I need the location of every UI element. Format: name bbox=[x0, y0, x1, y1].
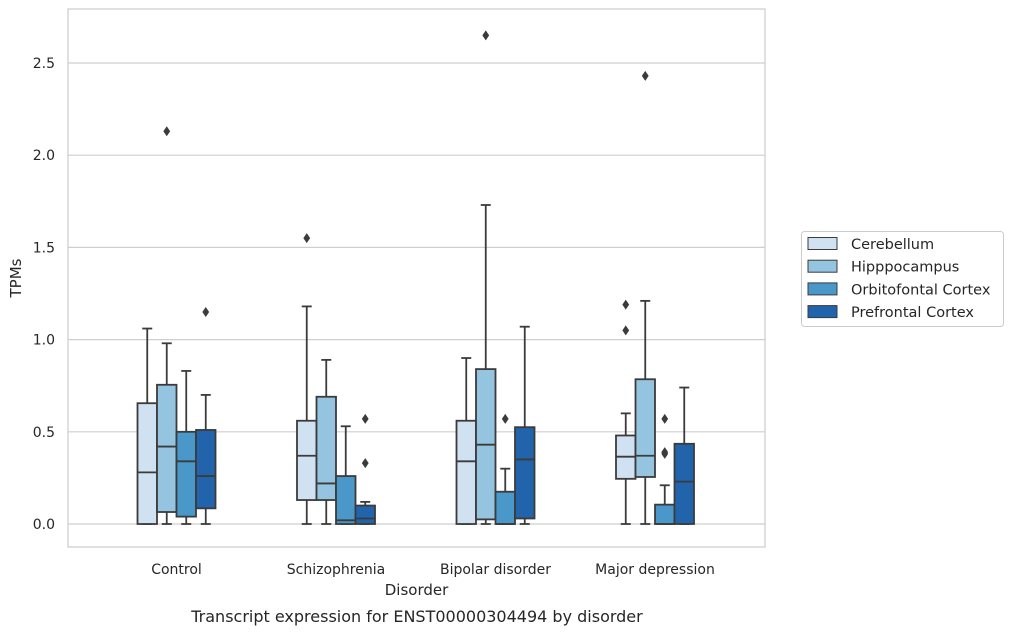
box bbox=[514, 426, 536, 520]
chart-caption: Transcript expression for ENST0000030449… bbox=[190, 607, 643, 626]
x-axis-label: Disorder bbox=[385, 581, 449, 599]
box-group bbox=[136, 327, 158, 525]
x-tick-label: Control bbox=[151, 562, 202, 578]
outlier-point bbox=[202, 306, 210, 317]
box bbox=[315, 395, 337, 501]
outlier-point bbox=[482, 30, 490, 41]
x-tick-label: Bipolar disorder bbox=[440, 562, 551, 578]
outlier-point bbox=[361, 413, 369, 424]
box-group bbox=[634, 70, 656, 525]
box bbox=[296, 419, 318, 501]
box bbox=[354, 504, 376, 525]
box-group bbox=[175, 370, 197, 525]
outlier-point bbox=[303, 233, 311, 244]
box-layer bbox=[136, 30, 695, 525]
legend-swatch bbox=[807, 305, 838, 319]
box-group bbox=[673, 386, 695, 525]
outlier-point bbox=[501, 413, 509, 424]
outlier-point bbox=[661, 413, 669, 424]
box-group bbox=[156, 126, 178, 525]
box-group bbox=[514, 325, 536, 525]
box bbox=[673, 442, 695, 525]
box bbox=[136, 402, 158, 525]
box bbox=[156, 383, 178, 513]
box-group bbox=[455, 357, 477, 525]
box bbox=[175, 430, 197, 518]
legend-swatch bbox=[807, 282, 838, 296]
box bbox=[335, 475, 357, 525]
legend-frame bbox=[801, 231, 1004, 327]
legend-label: Hipppocampus bbox=[851, 260, 959, 276]
plot-frame bbox=[67, 8, 766, 548]
box-group bbox=[494, 413, 516, 525]
box-group bbox=[475, 30, 497, 525]
tick-layer: 0.0 0.5 1.0 1.5 2.0 2.5 Control Schizophrenia Bi… bbox=[33, 56, 715, 578]
box bbox=[654, 503, 676, 525]
x-tick-label: Schizophrenia bbox=[287, 562, 385, 578]
y-tick-label: 0.0 bbox=[33, 517, 55, 533]
outlier-point bbox=[622, 299, 630, 310]
outlier-point bbox=[641, 70, 649, 81]
outlier-point bbox=[361, 458, 369, 469]
y-tick-label: 2.0 bbox=[33, 148, 55, 164]
box-group bbox=[654, 413, 676, 525]
y-tick-label: 2.5 bbox=[33, 56, 55, 72]
legend-label: Orbitofontal Cortex bbox=[851, 282, 991, 298]
y-tick-label: 1.5 bbox=[33, 240, 55, 256]
outlier-point bbox=[163, 126, 171, 137]
box-group bbox=[195, 306, 217, 525]
outlier-point bbox=[622, 325, 630, 336]
box-group bbox=[315, 358, 337, 525]
legend-label: Prefrontal Cortex bbox=[851, 305, 974, 321]
box bbox=[634, 378, 656, 478]
box-group bbox=[615, 299, 637, 525]
box-group bbox=[354, 413, 376, 525]
y-tick-label: 1.0 bbox=[33, 333, 55, 349]
y-tick-label: 0.5 bbox=[33, 425, 55, 441]
legend-swatch bbox=[807, 237, 838, 250]
box-group bbox=[296, 233, 318, 525]
outlier-point bbox=[661, 447, 669, 458]
box bbox=[494, 490, 516, 525]
y-axis-label: TPMs bbox=[7, 258, 25, 298]
legend: Cerebellum Hipppocampus Orbitofontal Corte… bbox=[801, 231, 1004, 327]
box bbox=[455, 419, 477, 525]
x-tick-label: Major depression bbox=[595, 562, 715, 578]
box-group bbox=[335, 425, 357, 525]
box bbox=[195, 429, 217, 510]
legend-swatch bbox=[807, 259, 838, 273]
legend-label: Cerebellum bbox=[851, 237, 934, 253]
